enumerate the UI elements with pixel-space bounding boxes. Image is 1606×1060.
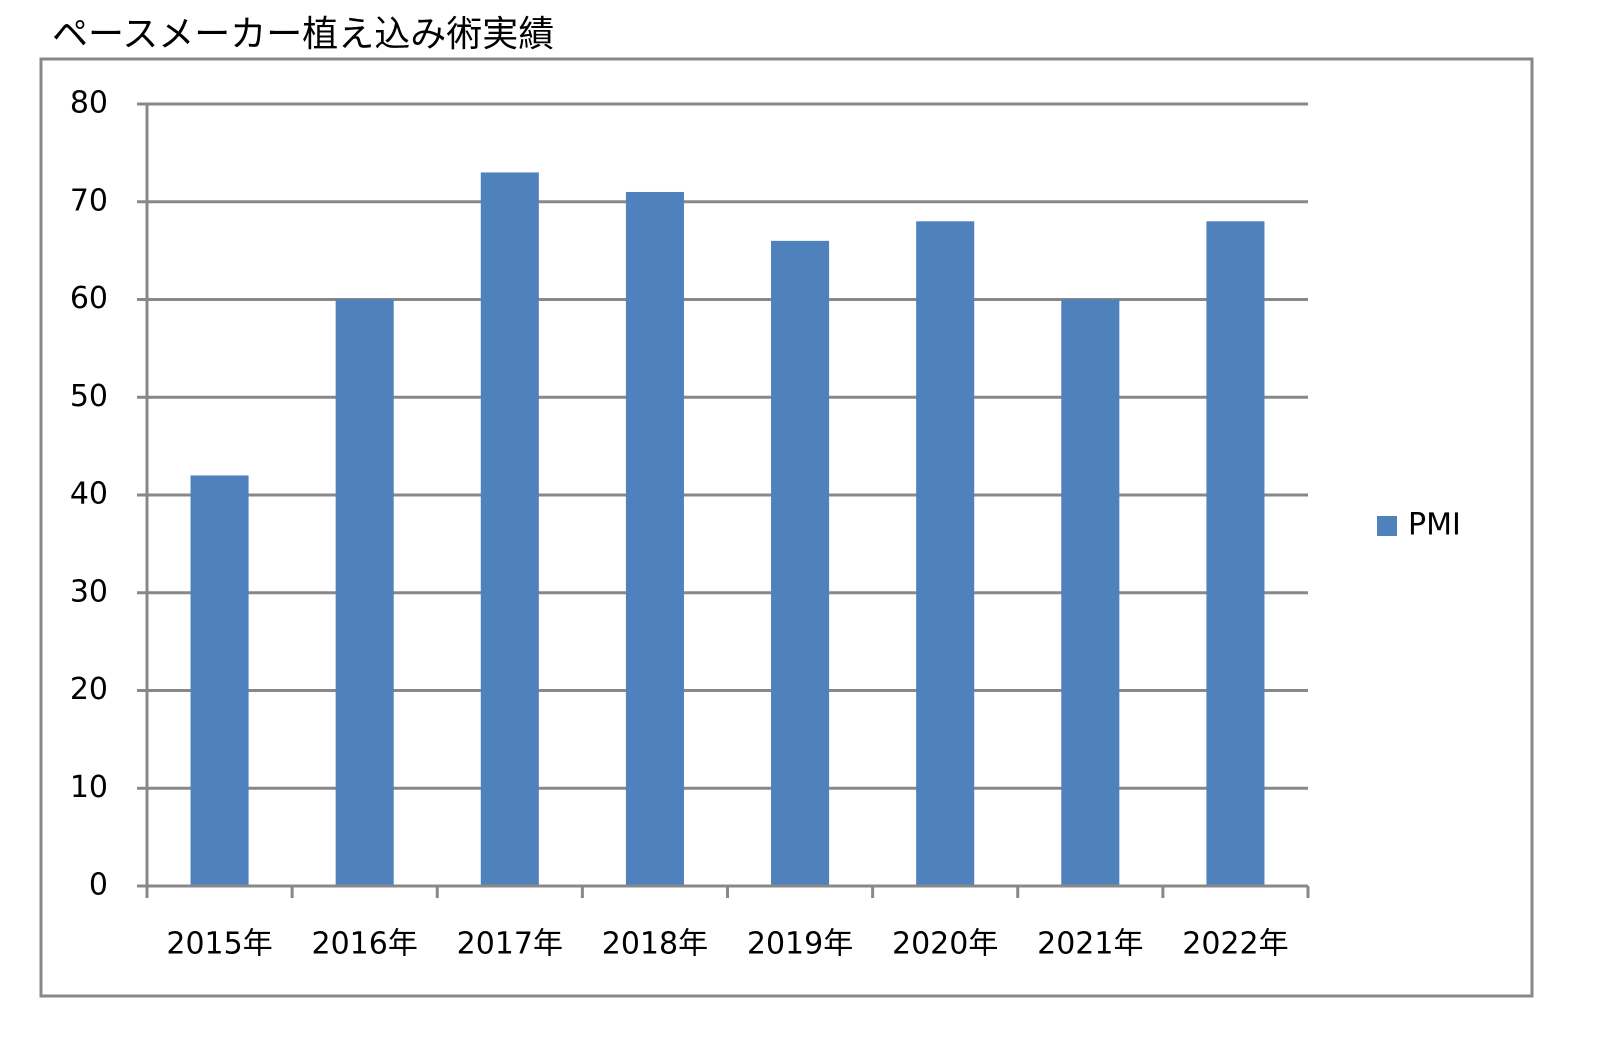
bar (1061, 299, 1120, 886)
y-tick-label: 50 (70, 379, 108, 414)
y-tick-label: 0 (89, 868, 108, 903)
x-tick-label: 2017年 (457, 927, 563, 962)
x-tick-label: 2020年 (892, 927, 998, 962)
y-tick-label: 20 (70, 672, 108, 707)
x-tick-label: 2021年 (1037, 927, 1143, 962)
y-tick-label: 30 (70, 574, 108, 609)
bar (190, 475, 249, 886)
x-tick-label: 2022年 (1182, 927, 1288, 962)
bar (480, 172, 539, 887)
y-tick-label: 60 (70, 281, 108, 316)
x-tick-label: 2015年 (166, 927, 272, 962)
y-tick-label: 70 (70, 183, 108, 218)
legend-swatch (1377, 516, 1397, 536)
x-tick-label: 2019年 (747, 927, 853, 962)
bar (1206, 221, 1265, 887)
y-tick-label: 40 (70, 477, 108, 512)
y-tick-label: 80 (70, 86, 108, 121)
chart-title: ペースメーカー植え込み術実績 (52, 14, 554, 55)
bar (335, 299, 394, 886)
bar (625, 191, 684, 887)
legend-label: PMI (1408, 508, 1461, 543)
bar (771, 240, 830, 887)
x-tick-label: 2016年 (312, 927, 418, 962)
bar (916, 221, 975, 887)
y-tick-label: 10 (70, 770, 108, 805)
x-tick-label: 2018年 (602, 927, 708, 962)
